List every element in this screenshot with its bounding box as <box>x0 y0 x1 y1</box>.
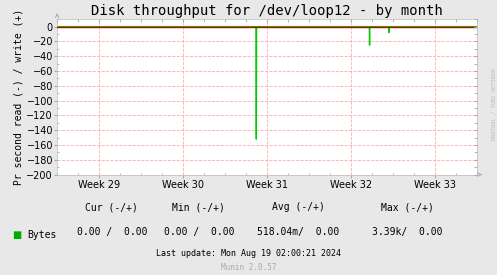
Text: 0.00 /  0.00: 0.00 / 0.00 <box>77 227 147 237</box>
Text: Munin 2.0.57: Munin 2.0.57 <box>221 263 276 272</box>
Text: Avg (-/+): Avg (-/+) <box>272 202 325 212</box>
Text: Cur (-/+): Cur (-/+) <box>85 202 138 212</box>
Text: ■: ■ <box>12 230 22 240</box>
Text: RRDTOOL / TOBI OETIKER: RRDTOOL / TOBI OETIKER <box>491 69 496 140</box>
Title: Disk throughput for /dev/loop12 - by month: Disk throughput for /dev/loop12 - by mon… <box>91 4 443 18</box>
Text: Min (-/+): Min (-/+) <box>172 202 225 212</box>
Text: 3.39k/  0.00: 3.39k/ 0.00 <box>372 227 443 237</box>
Text: 0.00 /  0.00: 0.00 / 0.00 <box>164 227 234 237</box>
Y-axis label: Pr second read (-) / write (+): Pr second read (-) / write (+) <box>13 9 23 185</box>
Text: Max (-/+): Max (-/+) <box>381 202 434 212</box>
Text: Bytes: Bytes <box>27 230 57 240</box>
Text: 518.04m/  0.00: 518.04m/ 0.00 <box>257 227 339 237</box>
Text: Last update: Mon Aug 19 02:00:21 2024: Last update: Mon Aug 19 02:00:21 2024 <box>156 249 341 258</box>
